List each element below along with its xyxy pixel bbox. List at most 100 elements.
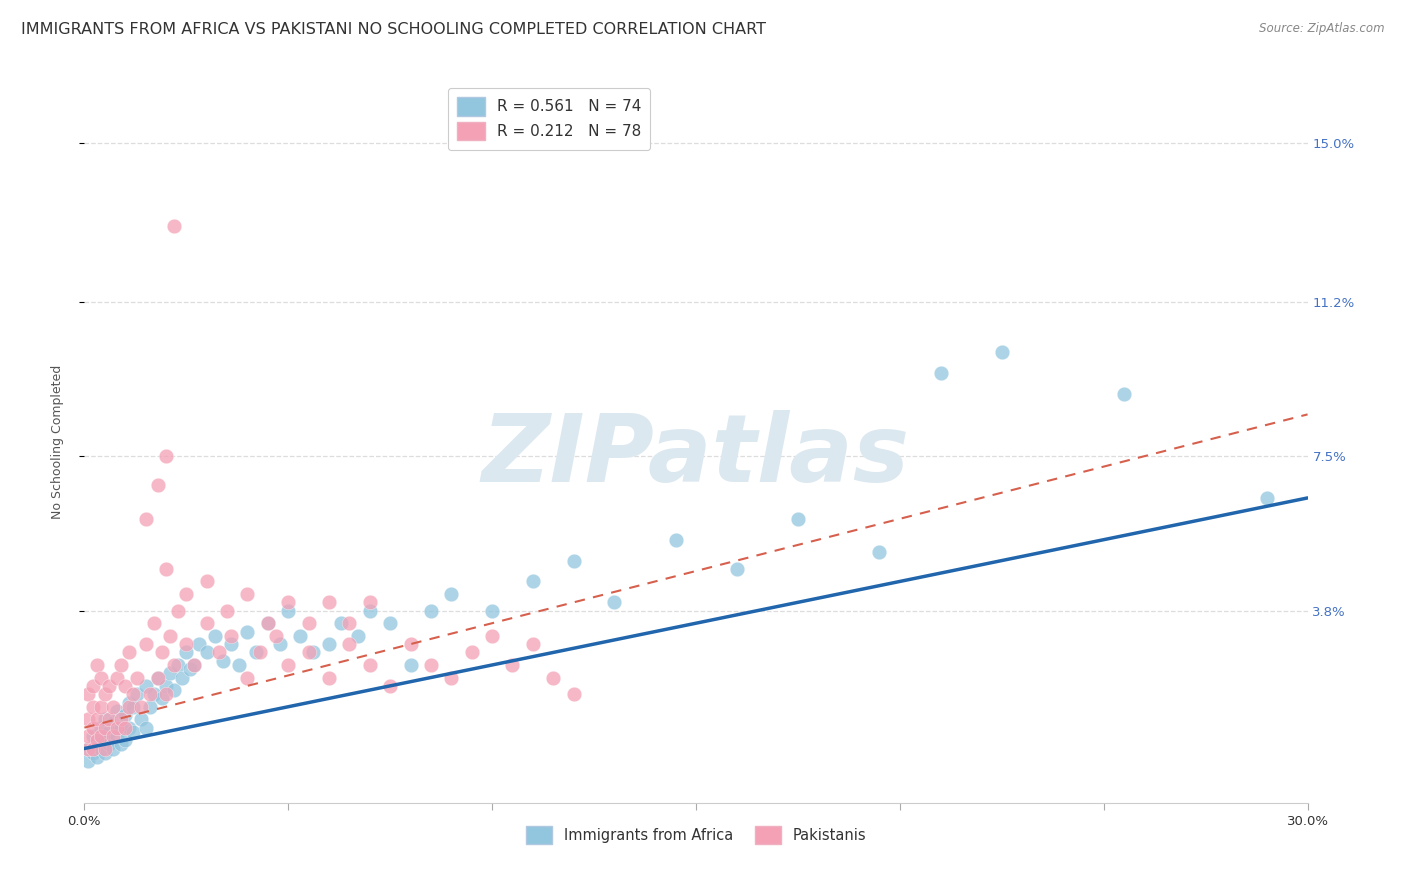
- Point: [665, 533, 688, 547]
- Point: [110, 712, 132, 726]
- Point: [110, 721, 132, 735]
- Point: [420, 604, 443, 618]
- Point: [603, 595, 626, 609]
- Point: [502, 657, 524, 672]
- Point: [298, 645, 321, 659]
- Point: [380, 616, 402, 631]
- Point: [142, 616, 165, 631]
- Point: [118, 721, 141, 735]
- Point: [195, 574, 218, 589]
- Point: [380, 679, 402, 693]
- Point: [155, 687, 177, 701]
- Point: [163, 657, 186, 672]
- Point: [122, 687, 145, 701]
- Point: [264, 629, 287, 643]
- Point: [101, 699, 124, 714]
- Point: [155, 562, 177, 576]
- Point: [93, 712, 115, 726]
- Point: [150, 691, 173, 706]
- Point: [481, 604, 503, 618]
- Point: [105, 704, 128, 718]
- Point: [1114, 386, 1136, 401]
- Point: [163, 683, 186, 698]
- Point: [257, 616, 280, 631]
- Point: [150, 645, 173, 659]
- Point: [269, 637, 291, 651]
- Point: [228, 657, 250, 672]
- Point: [127, 671, 149, 685]
- Point: [90, 699, 112, 714]
- Point: [869, 545, 891, 559]
- Point: [249, 645, 271, 659]
- Point: [339, 616, 361, 631]
- Point: [318, 595, 340, 609]
- Point: [114, 733, 136, 747]
- Point: [131, 712, 153, 726]
- Point: [110, 737, 132, 751]
- Point: [77, 741, 100, 756]
- Point: [174, 637, 197, 651]
- Point: [277, 657, 299, 672]
- Point: [82, 679, 104, 693]
- Point: [991, 344, 1014, 359]
- Point: [929, 366, 952, 380]
- Point: [77, 754, 100, 768]
- Point: [301, 645, 323, 659]
- Point: [122, 699, 145, 714]
- Point: [1256, 491, 1278, 505]
- Point: [77, 687, 100, 701]
- Point: [155, 679, 177, 693]
- Y-axis label: No Schooling Completed: No Schooling Completed: [51, 365, 63, 518]
- Point: [97, 724, 120, 739]
- Point: [82, 746, 104, 760]
- Point: [562, 687, 585, 701]
- Point: [122, 724, 145, 739]
- Point: [114, 708, 136, 723]
- Point: [236, 587, 259, 601]
- Point: [330, 616, 353, 631]
- Point: [219, 629, 242, 643]
- Point: [146, 671, 169, 685]
- Point: [90, 721, 112, 735]
- Point: [440, 671, 463, 685]
- Point: [208, 645, 231, 659]
- Text: Source: ZipAtlas.com: Source: ZipAtlas.com: [1260, 22, 1385, 36]
- Point: [82, 699, 104, 714]
- Point: [522, 637, 544, 651]
- Point: [440, 587, 463, 601]
- Point: [277, 595, 299, 609]
- Point: [114, 679, 136, 693]
- Point: [77, 712, 100, 726]
- Point: [167, 657, 190, 672]
- Point: [159, 666, 181, 681]
- Point: [97, 737, 120, 751]
- Point: [146, 478, 169, 492]
- Point: [562, 553, 585, 567]
- Point: [90, 729, 112, 743]
- Point: [93, 741, 115, 756]
- Point: [118, 645, 141, 659]
- Point: [142, 687, 165, 701]
- Point: [179, 662, 201, 676]
- Point: [86, 712, 108, 726]
- Point: [118, 699, 141, 714]
- Point: [346, 629, 368, 643]
- Point: [399, 657, 422, 672]
- Point: [174, 645, 197, 659]
- Point: [236, 624, 259, 639]
- Text: ZIPatlas: ZIPatlas: [482, 410, 910, 502]
- Point: [118, 696, 141, 710]
- Point: [236, 671, 259, 685]
- Point: [90, 671, 112, 685]
- Point: [93, 687, 115, 701]
- Point: [77, 729, 100, 743]
- Point: [725, 562, 748, 576]
- Point: [155, 449, 177, 463]
- Point: [159, 629, 181, 643]
- Point: [135, 512, 157, 526]
- Point: [461, 645, 484, 659]
- Point: [187, 637, 209, 651]
- Point: [97, 712, 120, 726]
- Point: [212, 654, 235, 668]
- Point: [318, 637, 340, 651]
